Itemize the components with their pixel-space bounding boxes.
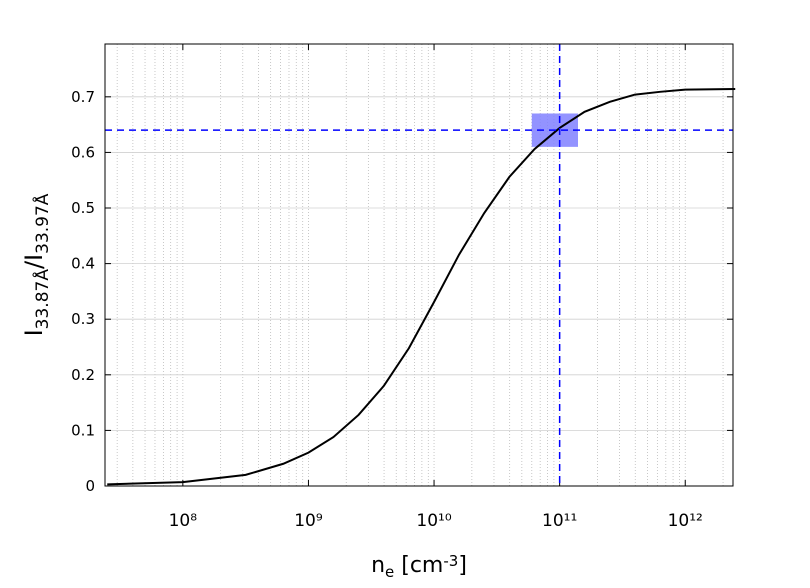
y-tick-label: 0.5 xyxy=(71,199,95,217)
y-tick-label: 0.6 xyxy=(71,143,95,161)
y-tick-label: 0.3 xyxy=(71,310,95,328)
x-axis-label-part: e xyxy=(385,563,394,581)
x-tick-label: 10⁸ xyxy=(169,511,198,531)
y-axis-label-part: 33.87Å xyxy=(31,269,53,330)
y-tick-label: 0.2 xyxy=(71,366,95,384)
y-tick-label: 0.4 xyxy=(71,255,95,273)
x-tick-label: 10¹¹ xyxy=(542,511,577,531)
x-axis-label-part: [cm xyxy=(394,553,443,578)
y-axis-label-part: /I xyxy=(20,254,48,269)
x-tick-label: 10¹⁰ xyxy=(416,511,451,531)
x-axis-label-part: ] xyxy=(458,553,467,578)
line xyxy=(107,88,736,486)
y-axis-label: I33.87Å/I33.97Å xyxy=(20,193,53,336)
y-tick-label: 0 xyxy=(85,477,95,495)
x-tick-label: 10⁹ xyxy=(294,511,323,531)
y-axis-label-part: 33.97Å xyxy=(31,193,53,254)
y-tick-label: 0.7 xyxy=(71,88,95,106)
axes-frame xyxy=(104,43,734,487)
x-tick-label: 10¹² xyxy=(668,511,703,531)
y-axis-label-part: I xyxy=(20,329,48,336)
x-axis-label-part: -3 xyxy=(443,552,458,570)
y-tick-label: 0.1 xyxy=(71,421,95,439)
x-axis-label: ne [cm-3] xyxy=(371,552,467,581)
x-axis-label-part: n xyxy=(371,553,385,578)
